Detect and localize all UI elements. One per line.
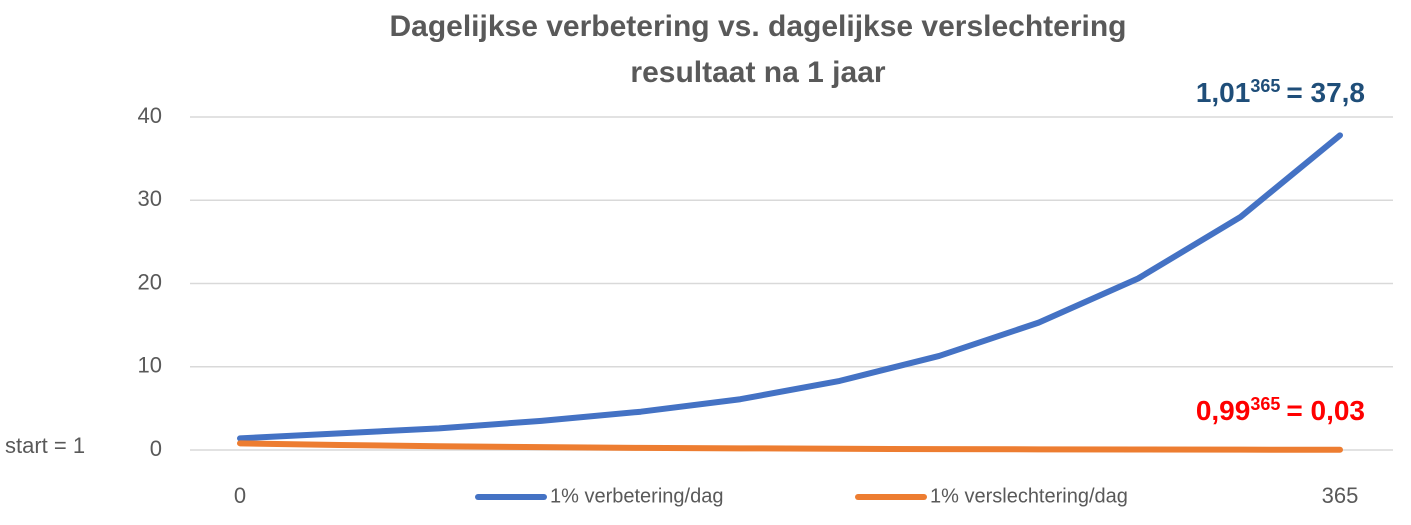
annotation-result: = 0,03 xyxy=(1286,395,1365,426)
annotation-result: = 37,8 xyxy=(1286,77,1365,108)
annotation-exponent: 365 xyxy=(1250,394,1280,414)
y-tick-label: 10 xyxy=(138,353,162,378)
annotation-base: 0,99 xyxy=(1196,395,1251,426)
annotation: 0,99365 = 0,03 xyxy=(1196,394,1365,427)
y-tick-label: 30 xyxy=(138,186,162,211)
legend-label: 1% verslechtering/dag xyxy=(930,485,1128,507)
annotation-base: 1,01 xyxy=(1196,77,1251,108)
annotation: start = 1 xyxy=(5,433,85,458)
y-tick-label: 20 xyxy=(138,269,162,294)
chart-title: Dagelijkse verbetering vs. dagelijkse ve… xyxy=(389,10,1126,43)
x-tick-label: 0 xyxy=(234,483,246,508)
annotation: 1,01365 = 37,8 xyxy=(1196,76,1365,109)
y-tick-label: 40 xyxy=(138,103,162,128)
data-line xyxy=(237,132,1343,442)
annotation-exponent: 365 xyxy=(1250,76,1280,96)
y-tick-label: 0 xyxy=(150,436,162,461)
legend-label: 1% verbetering/dag xyxy=(550,485,723,507)
x-tick-label: 365 xyxy=(1322,483,1359,508)
chart-title: resultaat na 1 jaar xyxy=(630,56,885,89)
data-line xyxy=(237,440,1343,453)
